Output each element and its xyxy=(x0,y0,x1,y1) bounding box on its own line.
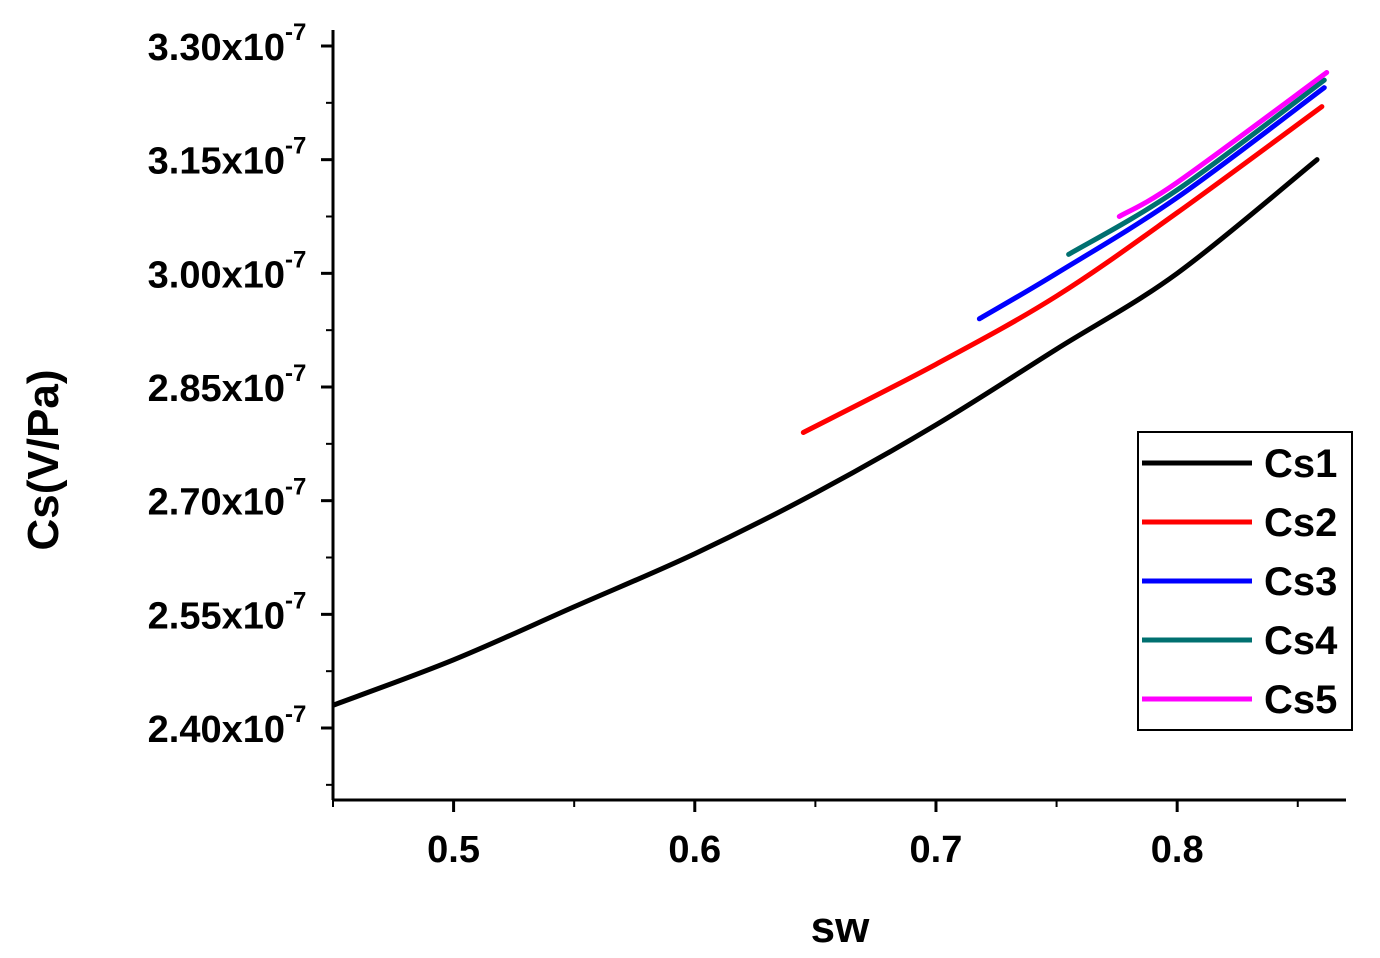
legend-label-cs1: Cs1 xyxy=(1264,442,1337,486)
x-ticks: 0.5 0.6 0.7 0.8 xyxy=(332,800,1299,871)
x-tick-label: 0.5 xyxy=(427,829,480,871)
series-line-cs1 xyxy=(333,157,1320,708)
y-tick-exponent: -7 xyxy=(285,246,306,273)
y-tick-label: 3.00x10 xyxy=(148,254,285,296)
y-tick-exponent: -7 xyxy=(285,19,306,46)
legend: Cs1 Cs2 Cs3 Cs4 Cs5 xyxy=(1137,431,1353,731)
y-tick-label: 2.70x10 xyxy=(148,482,285,524)
series-layer xyxy=(333,70,1330,708)
x-tick-label: 0.7 xyxy=(910,829,963,871)
y-tick-exponent: -7 xyxy=(285,133,306,160)
legend-label-cs3: Cs3 xyxy=(1264,560,1337,604)
y-tick-label: 2.55x10 xyxy=(148,595,285,637)
legend-label-cs5: Cs5 xyxy=(1264,678,1337,722)
y-tick-label: 2.85x10 xyxy=(148,368,285,410)
y-tick-exponent: -7 xyxy=(285,587,306,614)
x-axis-title: sw xyxy=(811,903,870,952)
series-line-cs3 xyxy=(976,85,1327,322)
legend-label-cs2: Cs2 xyxy=(1264,501,1337,545)
y-ticks: 2.40x10 -72.55x10 -72.70x10 -72.85x10 -73.00… xyxy=(148,19,333,786)
legend-label-cs4: Cs4 xyxy=(1264,619,1338,663)
x-tick-label: 0.8 xyxy=(1151,829,1204,871)
y-tick-exponent: -7 xyxy=(285,360,306,387)
x-tick-label: 0.6 xyxy=(668,829,721,871)
series-line-cs2 xyxy=(800,104,1325,435)
y-tick-label: 2.40x10 xyxy=(148,709,285,751)
y-tick-label: 3.15x10 xyxy=(148,141,285,183)
series-line-cs4 xyxy=(1066,77,1327,257)
y-tick-exponent: -7 xyxy=(285,701,306,728)
y-tick-label: 3.30x10 xyxy=(148,27,285,69)
y-tick-exponent: -7 xyxy=(285,474,306,501)
series-line-cs5 xyxy=(1116,70,1330,220)
y-axis-title: Cs(V/Pa) xyxy=(19,370,68,551)
